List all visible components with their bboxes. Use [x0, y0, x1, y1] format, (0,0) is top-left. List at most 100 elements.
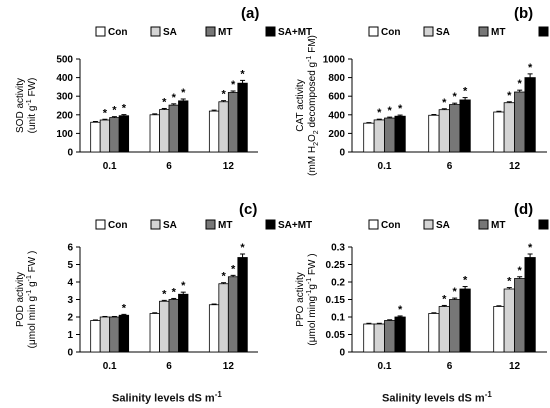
significance-star: *: [442, 293, 447, 305]
legend-swatch-sa: [150, 219, 161, 230]
bar-mt-12: [514, 91, 526, 153]
x-tick-label: 12: [509, 361, 521, 372]
y-tick-label: 500: [56, 55, 73, 66]
y-tick-label: 0.2: [331, 278, 345, 289]
y-axis-label: SOD activity(unit g-1 FW): [15, 78, 38, 134]
legend-label: SA: [163, 27, 177, 38]
bar-sa-0.1: [373, 119, 385, 153]
bar-samt-12: [524, 257, 536, 353]
legend-swatch-con: [95, 26, 106, 37]
y-tick-label: 0.3: [331, 243, 345, 254]
bar-con-12: [208, 110, 220, 153]
bar-sa-0.1: [99, 119, 111, 153]
y-tick-label: 1000: [323, 55, 346, 66]
significance-star: *: [398, 304, 403, 316]
bar-con-0.1: [90, 320, 101, 353]
y-tick-label: 0: [67, 348, 73, 359]
bar-sa-12: [503, 102, 515, 153]
y-tick-label: 200: [328, 129, 345, 140]
bar-mt-0.1: [109, 117, 120, 153]
significance-star: *: [221, 271, 226, 283]
legend-label: MT: [218, 220, 232, 231]
bar-samt-0.1: [394, 115, 406, 153]
legend-swatch-samt: [538, 26, 549, 37]
legend-swatch-mt: [205, 219, 216, 230]
x-axis-caption-left: Salinity levels dS m-1: [112, 390, 222, 405]
bar-mt-6: [449, 104, 461, 153]
y-tick-label: 0: [339, 348, 345, 359]
legend-label: MT: [491, 220, 505, 231]
significance-star: *: [240, 242, 245, 254]
bar-mt-6: [449, 299, 461, 353]
y-tick-label: 400: [56, 73, 73, 84]
significance-star: *: [518, 265, 523, 277]
bar-samt-12: [237, 82, 248, 153]
panel-label: (b): [514, 5, 533, 22]
significance-star: *: [388, 105, 393, 117]
significance-star: *: [172, 92, 177, 104]
significance-star: *: [231, 79, 236, 91]
y-tick-label: 100: [56, 129, 73, 140]
legend-swatch-con: [95, 219, 106, 230]
x-tick-label: 12: [509, 161, 521, 172]
legend-label: Con: [381, 27, 400, 38]
bar-sa-0.1: [373, 323, 385, 353]
significance-star: *: [463, 86, 468, 98]
bar-sa-6: [159, 300, 170, 353]
legend-label: SA: [436, 220, 450, 231]
y-tick-label: 5: [67, 260, 73, 271]
significance-star: *: [112, 105, 117, 117]
x-tick-label: 0.1: [378, 161, 392, 172]
significance-star: *: [528, 242, 533, 254]
legend-swatch-con: [368, 219, 379, 230]
bar-con-6: [149, 313, 160, 353]
y-tick-label: 300: [56, 92, 73, 103]
significance-star: *: [221, 89, 226, 101]
significance-star: *: [453, 286, 458, 298]
significance-star: *: [463, 275, 468, 287]
significance-star: *: [122, 302, 127, 314]
y-tick-label: 0.1: [331, 313, 345, 324]
bar-sa-6: [438, 109, 450, 153]
y-tick-label: 0.25: [326, 260, 346, 271]
x-tick-label: 6: [447, 361, 453, 372]
legend-swatch-samt: [265, 26, 276, 37]
significance-star: *: [240, 68, 245, 80]
bar-con-12: [493, 306, 505, 353]
y-axis-label: POD activity(μmol min g-1 g-1 FW ): [15, 251, 38, 349]
panel-a: (a) Con SA MT SA+MT 0 100 200 300 400 500 SOD activ…: [15, 5, 312, 172]
bar-con-0.1: [90, 121, 101, 153]
y-tick-label: 0: [67, 148, 73, 159]
bar-con-6: [428, 114, 440, 153]
x-tick-label: 0.1: [103, 361, 117, 372]
legend-swatch-sa: [423, 26, 434, 37]
significance-star: *: [377, 107, 382, 119]
bar-mt-12: [227, 276, 239, 353]
legend-label: SA: [163, 220, 177, 231]
x-tick-label: 0.1: [378, 361, 392, 372]
panel-label: (a): [241, 5, 259, 22]
bar-sa-12: [503, 288, 515, 353]
x-tick-label: 12: [223, 161, 235, 172]
bar-sa-12: [218, 283, 229, 353]
bar-mt-0.1: [109, 316, 120, 353]
legend-swatch-sa: [423, 219, 434, 230]
legend-label: Con: [108, 27, 127, 38]
bar-sa-6: [159, 109, 170, 153]
x-axis-caption-right: Salinity levels dS m-1: [382, 390, 492, 405]
legend-label: MT: [218, 27, 232, 38]
legend-swatch-mt: [478, 219, 489, 230]
x-tick-label: 0.1: [103, 161, 117, 172]
y-tick-label: 0.15: [326, 295, 346, 306]
significance-star: *: [507, 276, 512, 288]
bar-samt-0.1: [118, 115, 130, 153]
significance-star: *: [453, 91, 458, 103]
legend-swatch-mt: [205, 26, 216, 37]
significance-star: *: [507, 90, 512, 102]
bar-samt-0.1: [394, 316, 406, 353]
bar-con-12: [208, 304, 220, 353]
legend-label: SA+MT: [278, 27, 312, 38]
